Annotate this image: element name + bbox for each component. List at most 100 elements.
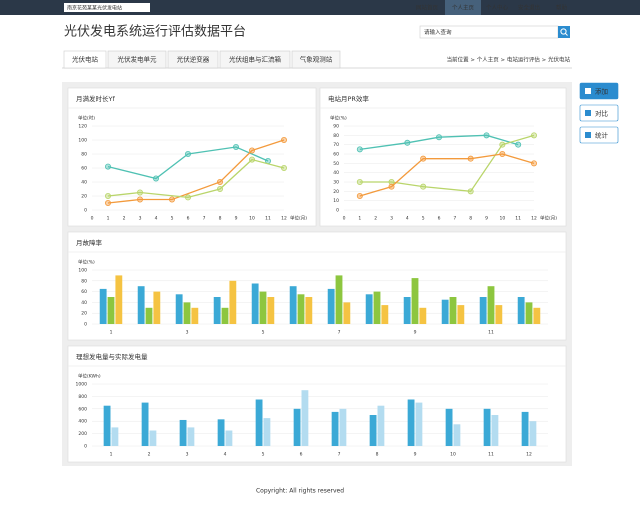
bar xyxy=(487,286,495,324)
data-point xyxy=(136,189,143,196)
data-point xyxy=(184,150,191,157)
bar xyxy=(179,419,187,446)
bar xyxy=(457,305,465,324)
bar xyxy=(115,275,123,324)
search-placeholder: 请输入查询 xyxy=(424,28,452,36)
bar xyxy=(107,297,115,324)
y-tick-label: 80 xyxy=(81,152,87,158)
x-tick-label: 3 xyxy=(186,452,189,458)
y-tick-label: 0 xyxy=(84,208,87,214)
footer: Copyright: All rights reserved xyxy=(256,488,344,495)
x-tick-label: 6 xyxy=(300,452,303,458)
chart-card xyxy=(67,345,567,463)
data-point xyxy=(420,183,427,190)
button-label: 对比 xyxy=(595,109,609,118)
side-button[interactable] xyxy=(579,126,619,144)
station-select[interactable] xyxy=(64,3,150,12)
x-tick-label: 4 xyxy=(224,452,227,458)
search-icon xyxy=(565,33,568,36)
x-tick-label: 4 xyxy=(406,216,409,222)
tab-label: 气象观测站 xyxy=(300,55,333,64)
side-button[interactable] xyxy=(579,82,619,100)
bar xyxy=(331,411,339,446)
nav-link[interactable]: 网站首页 xyxy=(416,3,439,11)
data-point xyxy=(216,178,223,185)
side-button[interactable] xyxy=(579,104,619,122)
x-tick-label: 8 xyxy=(469,216,472,222)
bar xyxy=(229,280,237,324)
y-tick-label: 1000 xyxy=(76,382,88,388)
nav-link[interactable]: 帮助 xyxy=(556,3,568,11)
page-title: 光伏发电系统运行评估数据平台 xyxy=(64,24,246,40)
data-point xyxy=(248,156,255,163)
x-tick-label: 3 xyxy=(186,330,189,336)
search-button[interactable] xyxy=(558,26,570,38)
bar xyxy=(517,297,525,324)
tab[interactable] xyxy=(219,50,291,69)
bar xyxy=(343,302,351,324)
data-point xyxy=(280,164,287,171)
bar xyxy=(301,390,309,446)
bar xyxy=(533,307,541,324)
x-tick-label: 9 xyxy=(485,216,488,222)
chart-card xyxy=(319,87,567,227)
y-tick-label: 120 xyxy=(78,124,87,130)
x-tick-label: 9 xyxy=(414,452,417,458)
bar xyxy=(411,278,419,324)
x-tick-label: 11 xyxy=(515,216,521,222)
bar xyxy=(263,418,271,446)
tab-label: 光伏逆变器 xyxy=(177,55,210,64)
data-point xyxy=(216,185,223,192)
bar xyxy=(529,421,537,446)
bar xyxy=(369,415,377,446)
bar xyxy=(141,402,149,446)
nav-link[interactable]: 个人中心 xyxy=(486,3,509,11)
y-unit: 单位(%) xyxy=(78,259,95,266)
data-point xyxy=(152,175,159,182)
nav-link[interactable]: 安全退出 xyxy=(518,3,540,11)
bar xyxy=(449,297,457,324)
x-tick-label: 7 xyxy=(338,452,341,458)
tab-label: 光伏组串与汇流箱 xyxy=(229,55,282,64)
y-tick-label: 50 xyxy=(333,161,339,167)
y-tick-label: 10 xyxy=(333,198,339,204)
x-tick-label: 2 xyxy=(148,452,151,458)
x-tick-label: 10 xyxy=(499,216,505,222)
tab[interactable] xyxy=(107,50,167,69)
x-tick-label: 12 xyxy=(526,452,532,458)
data-point xyxy=(105,199,112,206)
y-tick-label: 0 xyxy=(84,322,87,328)
x-tick-label: 5 xyxy=(422,216,425,222)
data-point xyxy=(248,147,255,154)
data-point xyxy=(356,192,363,199)
y-tick-label: 40 xyxy=(81,180,87,186)
tab[interactable] xyxy=(167,50,219,69)
tab[interactable] xyxy=(63,50,107,69)
y-tick-label: 0 xyxy=(84,444,87,450)
x-tick-label: 8 xyxy=(376,452,379,458)
bar xyxy=(479,297,487,324)
nav-link[interactable]: 个人主页 xyxy=(452,3,475,11)
x-tick-label: 8 xyxy=(219,216,222,222)
button-icon xyxy=(585,132,591,138)
bar xyxy=(377,405,385,446)
x-tick-label: 2 xyxy=(123,216,126,222)
bar xyxy=(305,297,313,324)
bar xyxy=(419,307,427,324)
data-point xyxy=(356,178,363,185)
x-tick-label: 1 xyxy=(107,216,110,222)
x-tick-label: 11 xyxy=(488,452,494,458)
tab[interactable] xyxy=(291,50,341,69)
x-tick-label: 12 xyxy=(531,216,537,222)
x-tick-label: 6 xyxy=(187,216,190,222)
data-point xyxy=(499,150,506,157)
chart-title: 电站月PR效率 xyxy=(328,94,369,103)
bar xyxy=(103,405,111,446)
data-point xyxy=(136,196,143,203)
x-tick-label: 7 xyxy=(203,216,206,222)
bar xyxy=(99,288,107,324)
bar xyxy=(255,399,263,446)
bar xyxy=(339,408,347,446)
x-tick-label: 12 xyxy=(281,216,287,222)
